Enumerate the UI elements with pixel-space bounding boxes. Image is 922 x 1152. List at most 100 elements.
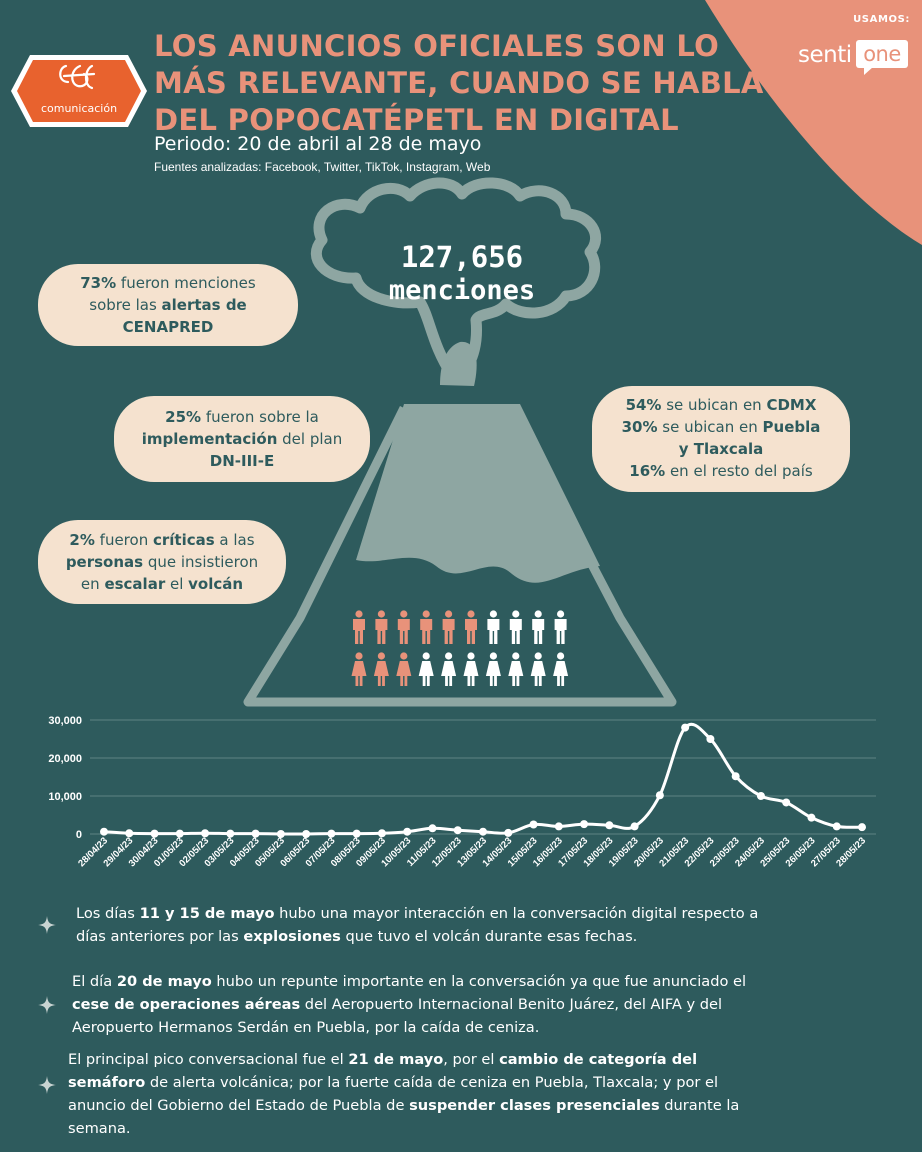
sentione-bubble-text: one xyxy=(863,42,901,66)
stat-plan-line-1: 25% fueron sobre la xyxy=(114,406,370,428)
data-point xyxy=(276,830,285,838)
note-1-text-f: que tuvo el volcán durante esas fechas. xyxy=(340,928,638,945)
stat-ubicacion-line-3: y Tlaxcala xyxy=(592,438,850,460)
note-3-text-g: anuncio del Gobierno del Estado de Puebl… xyxy=(68,1097,410,1114)
logo-badge xyxy=(11,55,147,127)
stat-ubicacion-pct-2: 30% xyxy=(621,418,658,436)
title-line-2: MÁS RELEVANTE, CUANDO SE HABLA xyxy=(154,66,764,100)
note-3-line-2: semáforo de alerta volcánica; por la fue… xyxy=(68,1071,739,1094)
data-point xyxy=(706,735,715,743)
person-female-icon xyxy=(463,652,479,686)
title-line-3: DEL POPOCATÉPETL EN DIGITAL xyxy=(154,103,679,137)
sentione-word: senti xyxy=(798,42,852,68)
note-2-line-1: El día 20 de mayo hubo un repunte import… xyxy=(72,970,746,993)
stat-criticas-pct: 2% xyxy=(69,531,95,549)
stat-criticas-text-3b: el xyxy=(165,575,189,593)
stat-plan-pct: 25% xyxy=(165,408,202,426)
volcano-outline xyxy=(243,405,677,707)
data-point xyxy=(175,829,184,838)
person-female-icon xyxy=(508,652,524,686)
stat-ubicacion: 54% se ubican en CDMX 30% se ubican en P… xyxy=(592,386,850,492)
person-male-icon xyxy=(509,610,522,644)
stat-criticas-bold-3: escalar xyxy=(104,575,166,593)
stat-alertas-line-3: CENAPRED xyxy=(38,316,298,338)
data-point xyxy=(529,820,538,829)
stat-plan-bold-2: implementación xyxy=(141,430,278,448)
data-point xyxy=(201,829,210,838)
note-3-bold-e: semáforo xyxy=(68,1074,146,1091)
data-point xyxy=(807,813,816,822)
stat-criticas-line-2: personas que insistieron xyxy=(38,551,286,573)
data-point xyxy=(377,829,386,838)
note-3-line-1: El principal pico conversacional fue el … xyxy=(68,1048,739,1071)
series-line xyxy=(103,722,863,836)
note-2-text-c: hubo un repunte importante en la convers… xyxy=(211,973,747,990)
person-female-icon xyxy=(418,652,434,686)
stat-plan-text-2: del plan xyxy=(277,430,343,448)
title-line-1: LOS ANUNCIOS OFICIALES SON LO xyxy=(154,29,720,63)
stat-plan-text-1: fueron sobre la xyxy=(201,408,319,426)
people-row-male xyxy=(353,610,567,644)
data-point xyxy=(251,829,260,838)
page-title: LOS ANUNCIOS OFICIALES SON LO MÁS RELEVA… xyxy=(154,28,794,139)
data-point xyxy=(327,829,336,838)
smoke-cloud xyxy=(311,177,601,381)
note-3-line-3: anuncio del Gobierno del Estado de Puebl… xyxy=(68,1094,739,1117)
data-point xyxy=(580,820,589,829)
person-male-icon xyxy=(465,610,477,644)
note-3-bold-d: cambio de categoría del xyxy=(499,1051,698,1068)
total-value: 127,656 xyxy=(400,240,524,274)
sentione-logo: senti one xyxy=(798,38,910,75)
stat-plan: 25% fueron sobre la implementación del p… xyxy=(114,396,370,482)
note-2-bold-d: cese de operaciones aéreas xyxy=(72,996,301,1013)
total-mentions: 127,656 menciones xyxy=(330,240,594,308)
usamos-label: USAMOS: xyxy=(853,14,910,25)
stat-ubicacion-line-1: 54% se ubican en CDMX xyxy=(592,394,850,416)
stat-ubicacion-line-2: 30% se ubican en Puebla xyxy=(592,416,850,438)
stat-criticas-bold-3b: volcán xyxy=(188,575,244,593)
note-3-bold-h: suspender clases presenciales xyxy=(409,1097,660,1114)
stat-plan-bold-3: DN-III-E xyxy=(209,452,275,470)
stat-alertas-text-1: fueron menciones xyxy=(116,274,256,292)
note-1-text-c: hubo una mayor interacción en la convers… xyxy=(274,905,759,922)
stat-criticas-bold-2: personas xyxy=(65,553,144,571)
note-2-line-2: cese de operaciones aéreas del Aeropuert… xyxy=(72,993,746,1016)
stat-alertas-line-2: sobre las alertas de xyxy=(38,294,298,316)
stat-alertas-line-1: 73% fueron menciones xyxy=(38,272,298,294)
smoke-column xyxy=(440,341,477,386)
data-point xyxy=(630,822,639,831)
data-point xyxy=(731,772,740,781)
person-female-icon xyxy=(351,652,367,686)
data-point xyxy=(226,829,235,838)
note-1-bold-b: 11 y 15 de mayo xyxy=(139,905,275,922)
note-3: El principal pico conversacional fue el … xyxy=(68,1048,739,1140)
data-point xyxy=(100,827,108,836)
stat-criticas-text-2: que insistieron xyxy=(143,553,259,571)
people-row-female xyxy=(351,652,569,686)
logo-text: comunicación xyxy=(40,102,118,115)
note-1: Los días 11 y 15 de mayo hubo una mayor … xyxy=(76,902,758,948)
stat-ubicacion-bold-3: y Tlaxcala xyxy=(678,440,764,458)
data-point xyxy=(605,821,614,830)
brand-logo: comunicación xyxy=(8,52,150,130)
person-female-icon xyxy=(441,652,457,686)
note-2-text-a: El día xyxy=(72,973,117,990)
y-tick-label: 0 xyxy=(76,829,82,841)
note-2-text-e: del Aeropuerto Internacional Benito Juár… xyxy=(300,996,723,1013)
data-point xyxy=(655,791,664,800)
person-female-icon xyxy=(553,652,569,686)
note-3-text-c: , por el xyxy=(443,1051,500,1068)
person-male-icon xyxy=(487,610,500,644)
stat-ubicacion-bold-2: Puebla xyxy=(762,418,821,436)
stat-criticas-text-1b: a las xyxy=(214,531,255,549)
total-label: menciones xyxy=(388,275,536,306)
data-point xyxy=(479,827,487,836)
note-3-text-j: semana. xyxy=(68,1120,131,1137)
stat-ubicacion-bold-1: CDMX xyxy=(766,396,817,414)
person-male-icon xyxy=(532,610,545,644)
stat-criticas-bold-1: críticas xyxy=(152,531,215,549)
stat-ubicacion-pct-4: 16% xyxy=(629,462,666,480)
note-1-text-a: Los días xyxy=(76,905,140,922)
person-female-icon xyxy=(396,652,412,686)
